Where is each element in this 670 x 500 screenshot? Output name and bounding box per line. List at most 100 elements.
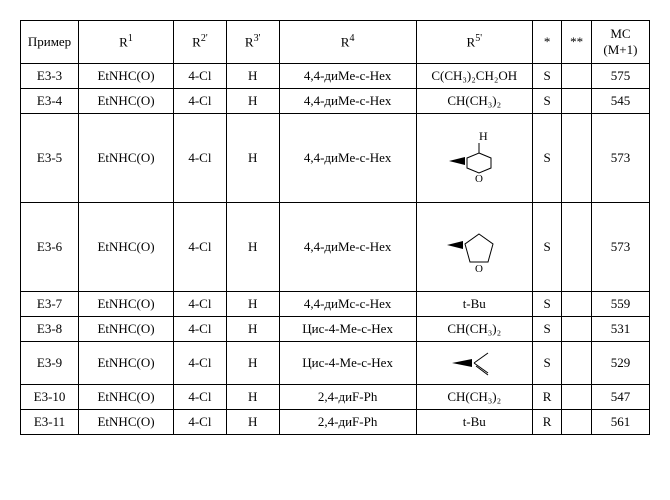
cell-r4: 4,4-диMe-c-Hex bbox=[279, 203, 416, 292]
table-row: E3-10EtNHC(O)4-ClH2,4-диF-PhCH(CH₃)₂R547 bbox=[21, 385, 650, 410]
cell-star: S bbox=[532, 64, 562, 89]
cell-r5: HO bbox=[416, 114, 532, 203]
cell-r1: EtNHC(O) bbox=[79, 342, 174, 385]
cell-r1: EtNHC(O) bbox=[79, 385, 174, 410]
cell-r2: 4-Cl bbox=[174, 203, 227, 292]
cell-star: S bbox=[532, 114, 562, 203]
cell-r5: t-Bu bbox=[416, 292, 532, 317]
table-row: E3-8EtNHC(O)4-ClHЦис-4-Me-c-HexCH(CH₃)₂S… bbox=[21, 317, 650, 342]
header-mc: МС(M+1) bbox=[591, 21, 649, 64]
table-row: E3-6EtNHC(O)4-ClH4,4-диMe-c-Hex O S 573 bbox=[21, 203, 650, 292]
cell-r4: 4,4-диMe-c-Hex bbox=[279, 89, 416, 114]
cell-mc: 573 bbox=[591, 114, 649, 203]
cell-r1: EtNHC(O) bbox=[79, 64, 174, 89]
table-row: E3-7EtNHC(O)4-ClH4,4-диMc-c-Hext-BuS 559 bbox=[21, 292, 650, 317]
table-row: E3-5EtNHC(O)4-ClH4,4-диMe-c-HexHOS573 bbox=[21, 114, 650, 203]
cell-dstar bbox=[562, 342, 592, 385]
cell-r3: H bbox=[226, 114, 279, 203]
cell-star: R bbox=[532, 410, 562, 435]
header-r1: R1 bbox=[79, 21, 174, 64]
cell-mc: 547 bbox=[591, 385, 649, 410]
table-row: E3-4EtNHC(O)4-ClH4,4-диMe-c-HexCH(CH₃)₂S… bbox=[21, 89, 650, 114]
cell-r5: CH(CH₃)₂ bbox=[416, 89, 532, 114]
cell-r3: H bbox=[226, 342, 279, 385]
cell-r3: H bbox=[226, 292, 279, 317]
cell-dstar bbox=[562, 89, 592, 114]
cell-dstar bbox=[562, 292, 592, 317]
header-row: Пример R1 R2' R3' R4 R5' * ** МС(M+1) bbox=[21, 21, 650, 64]
cell-star: S bbox=[532, 342, 562, 385]
cell-r3: H bbox=[226, 410, 279, 435]
cell-r1: EtNHC(O) bbox=[79, 89, 174, 114]
cell-mc: 575 bbox=[591, 64, 649, 89]
cell-r4: 2,4-диF-Ph bbox=[279, 410, 416, 435]
cell-star: R bbox=[532, 385, 562, 410]
cell-dstar bbox=[562, 114, 592, 203]
cell-mc: 573 bbox=[591, 203, 649, 292]
svg-text:H: H bbox=[479, 129, 488, 143]
cell-r4: 4,4-диMe-c-Hex bbox=[279, 64, 416, 89]
cell-dstar bbox=[562, 64, 592, 89]
cell-primer: E3-6 bbox=[21, 203, 79, 292]
cell-r3: H bbox=[226, 317, 279, 342]
cell-r5: C(CH₃)₂CH₂OH bbox=[416, 64, 532, 89]
cell-primer: E3-5 bbox=[21, 114, 79, 203]
cell-dstar bbox=[562, 385, 592, 410]
cell-r1: EtNHC(O) bbox=[79, 203, 174, 292]
cell-mc: 531 bbox=[591, 317, 649, 342]
cell-r5: O bbox=[416, 203, 532, 292]
chemistry-table: Пример R1 R2' R3' R4 R5' * ** МС(M+1) E3… bbox=[20, 20, 650, 435]
cell-r2: 4-Cl bbox=[174, 385, 227, 410]
cell-r2: 4-Cl bbox=[174, 410, 227, 435]
cell-dstar bbox=[562, 410, 592, 435]
cell-primer: E3-3 bbox=[21, 64, 79, 89]
cell-dstar bbox=[562, 203, 592, 292]
cell-r4: Цис-4-Me-c-Hex bbox=[279, 317, 416, 342]
cell-primer: E3-8 bbox=[21, 317, 79, 342]
cell-r4: Цис-4-Me-c-Hex bbox=[279, 342, 416, 385]
cell-r2: 4-Cl bbox=[174, 317, 227, 342]
cell-r3: H bbox=[226, 203, 279, 292]
cell-r5 bbox=[416, 342, 532, 385]
header-star: * bbox=[532, 21, 562, 64]
cell-r1: EtNHC(O) bbox=[79, 317, 174, 342]
cell-mc: 559 bbox=[591, 292, 649, 317]
cell-r4: 4,4-диMe-c-Hex bbox=[279, 114, 416, 203]
cell-r5: t-Bu bbox=[416, 410, 532, 435]
cell-r5: CH(CH₃)₂ bbox=[416, 385, 532, 410]
cell-r1: EtNHC(O) bbox=[79, 410, 174, 435]
cell-r1: EtNHC(O) bbox=[79, 292, 174, 317]
cell-r3: H bbox=[226, 385, 279, 410]
cell-r3: H bbox=[226, 64, 279, 89]
cell-r3: H bbox=[226, 89, 279, 114]
cell-r2: 4-Cl bbox=[174, 114, 227, 203]
cell-primer: E3-9 bbox=[21, 342, 79, 385]
cell-r4: 4,4-диMc-c-Hex bbox=[279, 292, 416, 317]
cell-mc: 545 bbox=[591, 89, 649, 114]
svg-text:O: O bbox=[475, 263, 483, 272]
cell-star: S bbox=[532, 89, 562, 114]
cell-mc: 561 bbox=[591, 410, 649, 435]
cell-primer: E3-7 bbox=[21, 292, 79, 317]
cell-star: S bbox=[532, 317, 562, 342]
cell-r2: 4-Cl bbox=[174, 342, 227, 385]
cell-primer: E3-11 bbox=[21, 410, 79, 435]
cell-star: S bbox=[532, 203, 562, 292]
header-r2: R2' bbox=[174, 21, 227, 64]
header-primer: Пример bbox=[21, 21, 79, 64]
header-dstar: ** bbox=[562, 21, 592, 64]
table-row: E3-9EtNHC(O)4-ClHЦис-4-Me-c-HexS529 bbox=[21, 342, 650, 385]
cell-primer: E3-4 bbox=[21, 89, 79, 114]
cell-star: S bbox=[532, 292, 562, 317]
cell-r2: 4-Cl bbox=[174, 64, 227, 89]
svg-text:O: O bbox=[475, 173, 483, 185]
header-r3: R3' bbox=[226, 21, 279, 64]
header-r4: R4 bbox=[279, 21, 416, 64]
cell-r5: CH(CH₃)₂ bbox=[416, 317, 532, 342]
cell-r2: 4-Cl bbox=[174, 89, 227, 114]
cell-r2: 4-Cl bbox=[174, 292, 227, 317]
cell-r4: 2,4-диF-Ph bbox=[279, 385, 416, 410]
cell-r1: EtNHC(O) bbox=[79, 114, 174, 203]
cell-dstar bbox=[562, 317, 592, 342]
table-row: E3-11EtNHC(O)4-ClH2,4-диF-Pht-BuR 561 bbox=[21, 410, 650, 435]
